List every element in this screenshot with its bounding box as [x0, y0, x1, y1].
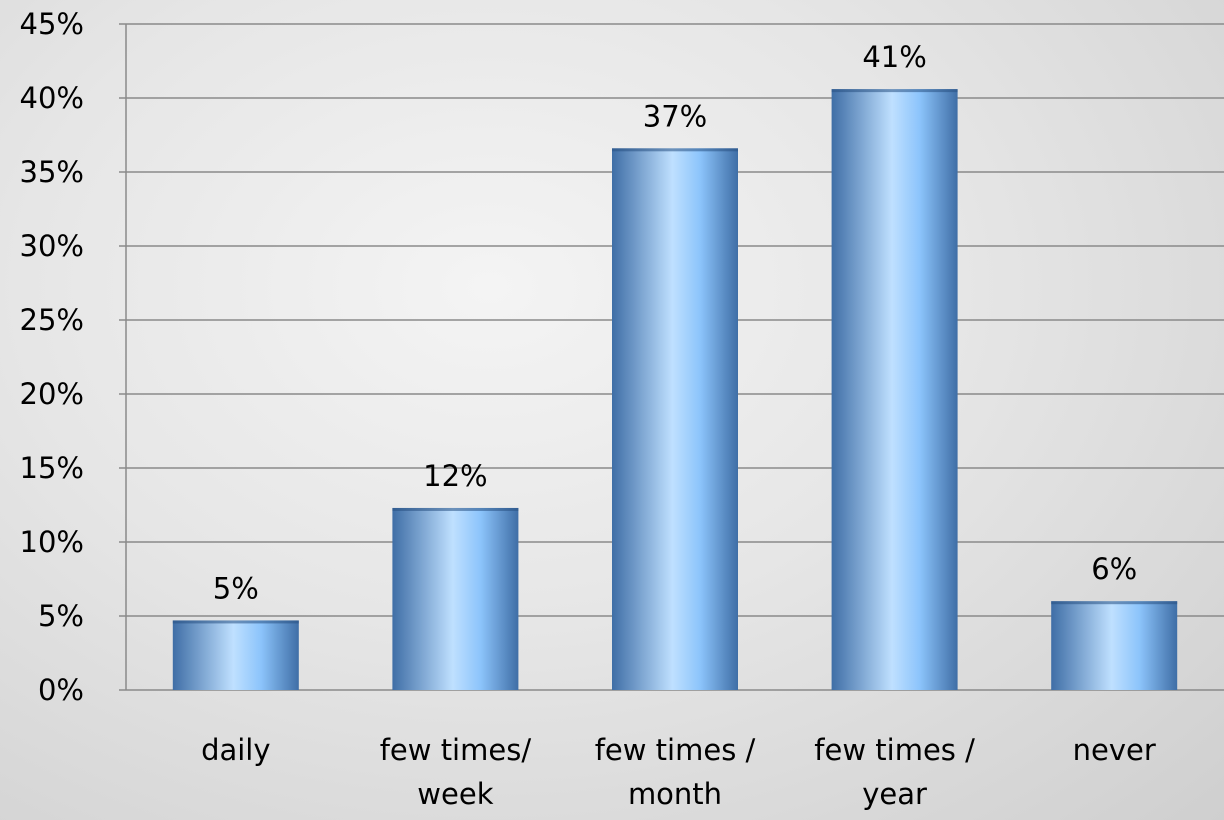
bar: [1051, 601, 1178, 690]
x-category-label-line: few times/: [380, 733, 532, 767]
data-label: 37%: [643, 99, 707, 133]
bar: [392, 507, 519, 690]
data-labels: 5% 12% 37% 41% 6%: [213, 40, 1137, 605]
data-label: 6%: [1091, 552, 1137, 586]
bar-top-edge: [831, 89, 958, 93]
y-tick-label: 20%: [20, 377, 84, 411]
data-label: 5%: [213, 571, 259, 605]
x-category-label: few times / year: [814, 733, 975, 811]
bars: [172, 89, 1178, 691]
bar: [172, 620, 299, 690]
bar: [831, 89, 958, 691]
y-tick-label: 35%: [20, 155, 84, 189]
x-category-label: few times/week: [380, 733, 532, 811]
x-category-label: daily: [201, 733, 270, 767]
y-tick-label: 30%: [20, 229, 84, 263]
y-tick-label: 45%: [20, 7, 84, 41]
x-category-label: few times / month: [595, 733, 756, 811]
y-axis-ticks: 0% 5% 10% 15% 20% 25% 30% 35% 40% 45%: [20, 7, 84, 707]
bar-top-edge: [1051, 601, 1178, 605]
bar: [612, 148, 738, 690]
y-tick-label: 0%: [38, 673, 84, 707]
y-tick-label: 15%: [20, 451, 84, 485]
x-category-label-line: never: [1073, 733, 1156, 767]
data-label: 41%: [862, 40, 926, 74]
data-label: 12%: [423, 459, 487, 493]
bar-top-edge: [392, 507, 519, 511]
bar-top-edge: [172, 620, 299, 624]
x-category-label-line: few times /: [814, 733, 975, 767]
y-tick-label: 10%: [20, 525, 84, 559]
y-tick-label: 25%: [20, 303, 84, 337]
bar-top-edge: [612, 148, 738, 152]
y-tick-label: 5%: [38, 599, 84, 633]
x-category-label-line: daily: [201, 733, 270, 767]
x-category-label-line: month: [628, 777, 722, 811]
x-category-label-line: week: [417, 777, 493, 811]
x-category-label-line: year: [862, 777, 927, 811]
x-category-label: never: [1073, 733, 1156, 767]
x-category-label-line: few times /: [595, 733, 756, 767]
y-tick-label: 40%: [20, 81, 84, 115]
